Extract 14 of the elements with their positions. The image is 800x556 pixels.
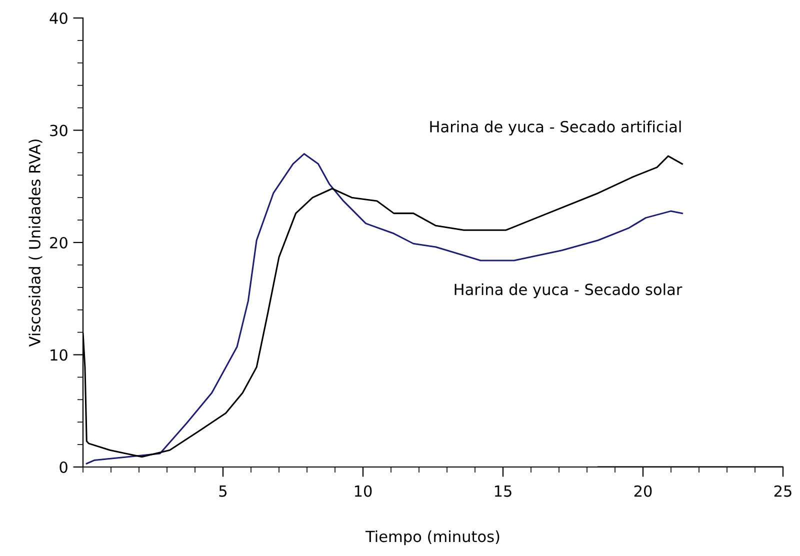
- series-label: Harina de yuca - Secado artificial: [430, 120, 681, 136]
- y-tick-label: 40: [50, 12, 68, 24]
- y-tick-label: 10: [50, 349, 68, 361]
- y-tick-label: 30: [50, 124, 68, 136]
- x-tick-label: 15: [494, 486, 512, 497]
- x-tick-label: 5: [219, 486, 227, 497]
- x-tick-label: 20: [634, 485, 652, 497]
- y-tick-label: 0: [60, 461, 68, 474]
- x-tick-label: 25: [774, 485, 792, 497]
- y-axis-title: Viscosidad ( Unidades RVA): [28, 140, 42, 347]
- x-tick-label: 10: [354, 485, 372, 497]
- y-tick-label: 20: [50, 236, 68, 249]
- series-label: Harina de yuca - Secado solar: [454, 283, 682, 298]
- x-axis-title: Tiempo (minutos): [365, 530, 500, 546]
